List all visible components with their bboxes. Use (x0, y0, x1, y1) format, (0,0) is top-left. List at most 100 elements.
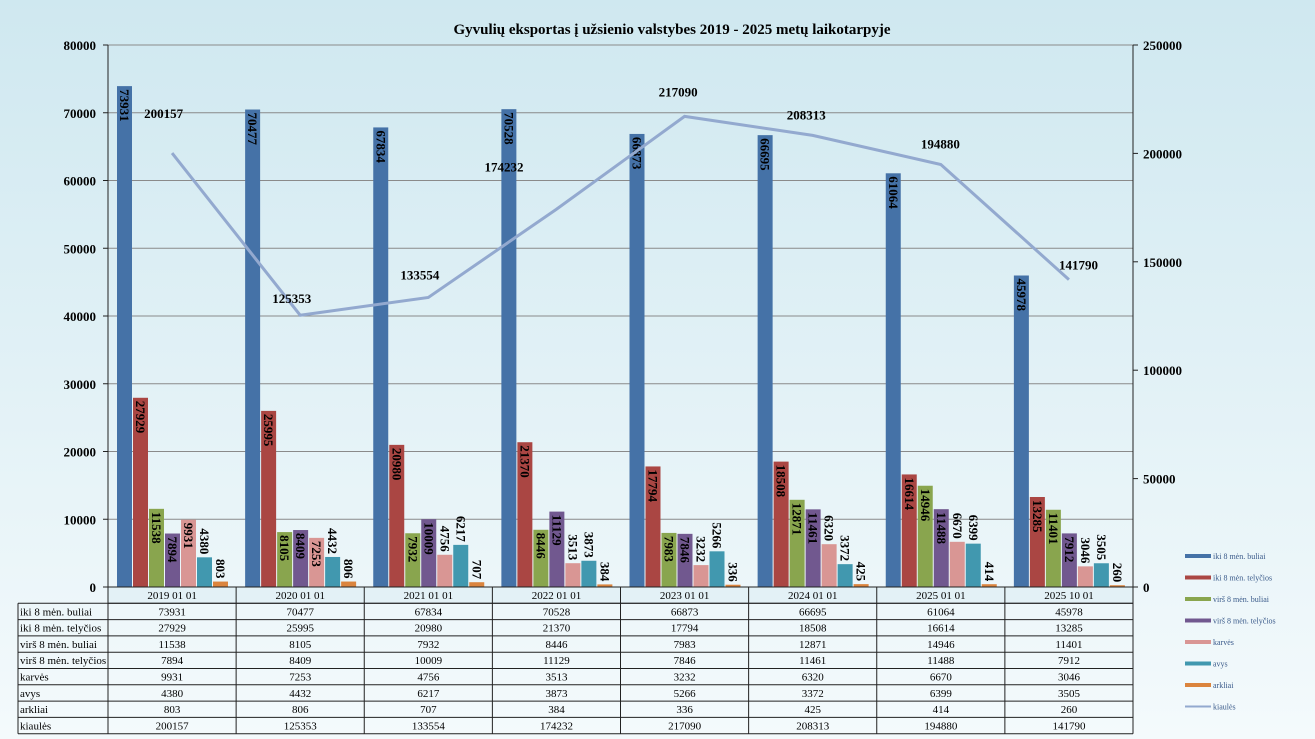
bar (565, 563, 581, 587)
table-row-label: kiaulės (20, 720, 51, 732)
bar (1029, 496, 1045, 587)
table-row-label: iki 8 mėn. buliai (20, 606, 92, 618)
bar-data-label: 336 (726, 562, 741, 582)
bar-data-label: 384 (597, 562, 612, 582)
table-cell: 3232 (674, 672, 696, 684)
legend-label: karvės (1213, 638, 1234, 647)
bar-data-label: 10009 (421, 522, 436, 555)
bar-data-label: 6399 (966, 515, 981, 542)
table-cell: 6399 (930, 688, 953, 700)
bar (469, 582, 485, 587)
table-cell: 66695 (799, 606, 827, 618)
bar (581, 560, 597, 587)
bar-data-label: 6217 (453, 516, 468, 543)
bar (949, 541, 965, 587)
table-cell: 4756 (417, 672, 440, 684)
bar-data-label: 6670 (950, 513, 965, 539)
y-tick-label: 0 (90, 580, 97, 595)
table-cell: 217090 (668, 720, 702, 732)
table-cell: 11129 (543, 655, 570, 667)
category-label: 2023 01 01 (660, 590, 710, 602)
table-cell: 20980 (415, 623, 443, 635)
table-cell: 5266 (674, 688, 697, 700)
table-cell: 425 (804, 704, 821, 716)
bar (789, 499, 805, 587)
table-cell: 200157 (156, 720, 190, 732)
bar (677, 533, 693, 587)
table-cell: 25995 (286, 623, 314, 635)
table-cell: 9931 (161, 672, 183, 684)
table-row-label: avys (20, 688, 40, 700)
category-label: 2024 01 01 (788, 590, 838, 602)
bar (773, 461, 789, 587)
bar-data-label: 8446 (533, 533, 548, 560)
bar (1109, 585, 1125, 587)
bar (917, 485, 933, 587)
table-cell: 174232 (540, 720, 573, 732)
bar (629, 133, 645, 587)
bar (821, 544, 837, 587)
table-cell: 70477 (286, 606, 314, 618)
table-cell: 10009 (415, 655, 443, 667)
bar-data-label: 12871 (790, 503, 805, 535)
y-tick-label: 40000 (64, 309, 97, 324)
bar (517, 442, 533, 587)
bar-data-label: 66695 (758, 138, 773, 171)
category-label: 2025 01 01 (916, 590, 966, 602)
bar-data-label: 11129 (549, 515, 564, 547)
bar (725, 584, 741, 587)
bar (757, 135, 773, 588)
line-data-label: 194880 (921, 137, 960, 152)
bar (405, 533, 421, 587)
bar (133, 397, 148, 587)
bar (981, 584, 997, 587)
legend-label: virš 8 mėn. buliai (1213, 595, 1270, 604)
bar (197, 557, 212, 587)
table-cell: 3513 (545, 672, 568, 684)
bar (1093, 563, 1109, 587)
bar-data-label: 9931 (181, 523, 196, 549)
bar-data-label: 803 (213, 559, 228, 579)
bar (965, 543, 981, 587)
table-cell: 45978 (1055, 606, 1083, 618)
table-cell: 4432 (289, 688, 311, 700)
table-cell: 73931 (158, 606, 186, 618)
bar-data-label: 7253 (309, 541, 324, 568)
bar (389, 444, 405, 587)
bar (165, 533, 180, 587)
bar-data-label: 4380 (197, 528, 212, 554)
table-row-label: virš 8 mėn. buliai (20, 639, 97, 651)
bar-data-label: 8409 (293, 533, 308, 560)
bar (149, 508, 164, 587)
y-tick-label: 50000 (64, 241, 97, 256)
bar (373, 127, 389, 587)
table-cell: 12871 (799, 639, 827, 651)
bar-data-label: 11488 (934, 512, 949, 544)
bar (661, 532, 677, 587)
category-label: 2020 01 01 (275, 590, 325, 602)
table-cell: 803 (164, 704, 181, 716)
table-cell: 125353 (284, 720, 318, 732)
y2-tick-label: 150000 (1143, 255, 1182, 270)
bar-data-label: 3873 (581, 532, 596, 559)
bar (277, 532, 293, 587)
category-label: 2025 10 01 (1044, 590, 1094, 602)
category-label: 2019 01 01 (147, 590, 197, 602)
bar-data-label: 70477 (245, 113, 260, 146)
table-cell: 384 (548, 704, 565, 716)
bar (885, 173, 901, 588)
bar (421, 519, 437, 587)
bar-data-label: 7846 (678, 537, 693, 564)
bar-data-label: 3046 (1078, 537, 1093, 564)
bar (293, 530, 309, 587)
y-tick-label: 20000 (64, 445, 97, 460)
bar-data-label: 7983 (662, 536, 677, 563)
table-cell: 7894 (161, 655, 184, 667)
table-cell: 7253 (289, 672, 312, 684)
bar (213, 581, 228, 587)
category-label: 2021 01 01 (404, 590, 454, 602)
table-cell: 3372 (802, 688, 824, 700)
y2-tick-label: 0 (1143, 580, 1150, 595)
bar-data-label: 13285 (1030, 500, 1045, 533)
y2-tick-label: 100000 (1143, 363, 1182, 378)
